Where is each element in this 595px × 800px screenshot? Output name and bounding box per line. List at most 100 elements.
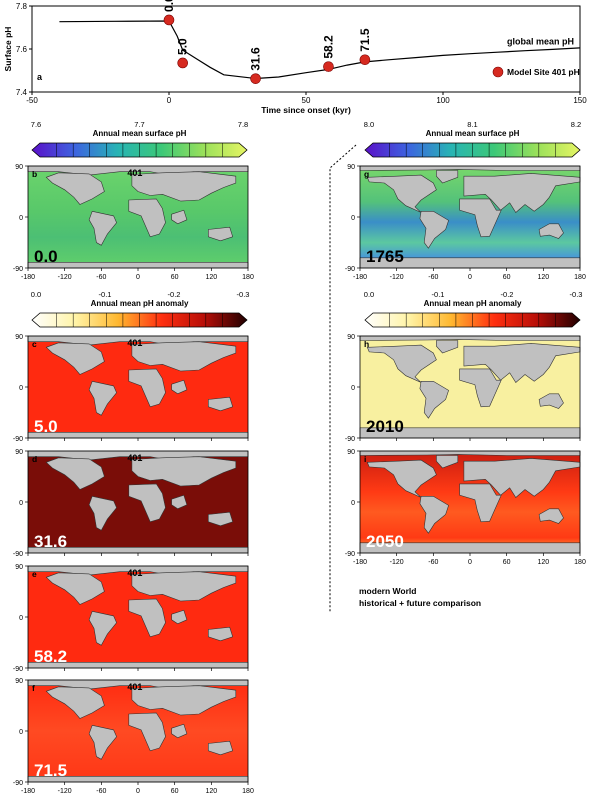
site-401-point bbox=[359, 54, 371, 66]
map-x-tick-label: 180 bbox=[574, 274, 586, 281]
site-401-point bbox=[250, 73, 261, 84]
panel-letter-f: f bbox=[32, 683, 35, 693]
map-y-tick-label: 90 bbox=[15, 164, 23, 171]
map-y-tick-label: 90 bbox=[15, 564, 23, 571]
map-x-tick-label: -180 bbox=[21, 274, 35, 281]
colorbar-tick-label: 7.7 bbox=[134, 120, 144, 129]
map-x-tick-label: 120 bbox=[205, 274, 217, 281]
map-y-tick-label: 90 bbox=[347, 164, 355, 171]
site-401-point bbox=[177, 57, 188, 69]
map-y-tick-label: 0 bbox=[19, 500, 23, 507]
map-y-tick-label: 90 bbox=[15, 678, 23, 685]
panel-letter-g: g bbox=[364, 169, 369, 179]
map-panel-d: d 401 31.6 90 0 -90 bbox=[13, 449, 249, 558]
site-401-label: 401 bbox=[127, 453, 142, 463]
land-mass bbox=[366, 459, 437, 498]
land-mass bbox=[131, 456, 237, 487]
map-x-tick-label: -120 bbox=[390, 559, 404, 566]
map-x-tick-label: 180 bbox=[242, 274, 254, 281]
land-mass bbox=[419, 495, 449, 534]
land-mass bbox=[131, 571, 237, 602]
land-mass bbox=[128, 483, 166, 523]
modern-caption-line1: modern World bbox=[359, 586, 416, 596]
colorbar-tick-label: 0.0 bbox=[364, 290, 374, 299]
site-401-label: 401 bbox=[127, 568, 142, 578]
panel-letter-c: c bbox=[32, 339, 37, 349]
land-mass bbox=[45, 686, 105, 719]
colorbar-tick-label: -0.1 bbox=[432, 290, 445, 299]
map-x-tick-label: 60 bbox=[171, 274, 179, 281]
y-axis-label: Surface pH bbox=[3, 27, 13, 72]
land-mass bbox=[419, 211, 449, 249]
land-mass bbox=[436, 170, 459, 184]
land-mass bbox=[463, 343, 581, 383]
map-x-tick-label: -180 bbox=[353, 274, 367, 281]
x-axis-label: Time since onset (kyr) bbox=[261, 105, 351, 115]
map-y-tick-label: 90 bbox=[347, 449, 355, 456]
land-mass bbox=[208, 626, 234, 642]
point-label: 31.6 bbox=[249, 47, 263, 71]
map-y-tick-label: -90 bbox=[345, 266, 355, 273]
land-mass bbox=[131, 171, 237, 202]
land-mass bbox=[538, 393, 564, 409]
time-label: 2050 bbox=[366, 532, 404, 551]
plot-frame bbox=[31, 5, 581, 93]
land-mass bbox=[45, 572, 105, 605]
land-mass bbox=[208, 396, 234, 412]
land-mass bbox=[359, 450, 581, 456]
panel-letter-a: a bbox=[37, 72, 43, 82]
colorbar-title: Annual mean surface pH bbox=[426, 129, 520, 138]
timeseries-axes: -50 0 50 100 150 7.4 7.6 7.8 Time since onset (k… bbox=[3, 2, 587, 115]
colorbar-tick-label: 8.2 bbox=[571, 120, 581, 129]
time-label: 5.0 bbox=[34, 417, 58, 436]
x-tick-label: 50 bbox=[302, 96, 311, 105]
land-mass bbox=[436, 340, 459, 354]
panel-letter-h: h bbox=[364, 339, 369, 349]
map-x-tick-label: -60 bbox=[96, 788, 106, 795]
site-401-point bbox=[163, 14, 175, 26]
colorbar-tick-label: 7.8 bbox=[238, 120, 248, 129]
land-mass bbox=[171, 209, 188, 225]
map-panel-c: c 401 5.0 90 0 -90 bbox=[13, 334, 249, 443]
map-y-tick-label: -90 bbox=[345, 436, 355, 443]
map-panel-b: b 401 0.0 90 0 -90-180 -120 -60 0 60 120 180 bbox=[13, 164, 254, 281]
land-mass bbox=[538, 223, 564, 239]
colorbar-tick-label: -0.2 bbox=[168, 290, 181, 299]
map-x-tick-label: 60 bbox=[171, 788, 179, 795]
land-mass bbox=[27, 431, 249, 439]
land-mass bbox=[419, 380, 449, 419]
colorbar-title: Annual mean surface pH bbox=[93, 129, 187, 138]
land-mass bbox=[359, 165, 581, 171]
map-x-tick-label: 0 bbox=[468, 559, 472, 566]
time-label: 71.5 bbox=[34, 761, 67, 780]
land-mass bbox=[88, 495, 117, 531]
panel-letter-b: b bbox=[32, 169, 37, 179]
map-x-tick-label: 180 bbox=[574, 559, 586, 566]
map-y-tick-label: 90 bbox=[347, 334, 355, 341]
map-x-tick-label: 120 bbox=[205, 788, 217, 795]
map-x-tick-label: -60 bbox=[428, 559, 438, 566]
map-x-tick-label: -120 bbox=[390, 274, 404, 281]
land-mass bbox=[45, 457, 105, 490]
legend-marker bbox=[492, 66, 504, 78]
point-label: 5.0 bbox=[176, 38, 190, 55]
site-401-label: 401 bbox=[127, 682, 142, 692]
map-y-tick-label: -90 bbox=[13, 780, 23, 787]
map-y-tick-label: 0 bbox=[19, 215, 23, 222]
map-y-tick-label: 0 bbox=[351, 215, 355, 222]
map-panel-g: g 1765 90 0 -90-180 -120 -60 0 60 120 180 bbox=[345, 164, 586, 281]
map-x-tick-label: 0 bbox=[136, 274, 140, 281]
map-x-tick-label: -180 bbox=[21, 788, 35, 795]
x-tick-label: 150 bbox=[573, 96, 587, 105]
site-401-point bbox=[323, 61, 334, 72]
time-label: 0.0 bbox=[34, 247, 58, 266]
colorbar-title: Annual mean pH anomaly bbox=[91, 299, 189, 308]
land-mass bbox=[88, 724, 117, 760]
map-y-tick-label: -90 bbox=[13, 266, 23, 273]
land-mass bbox=[131, 685, 237, 716]
panel-letter-d: d bbox=[32, 454, 37, 464]
land-mass bbox=[171, 609, 188, 625]
map-y-tick-label: 0 bbox=[19, 729, 23, 736]
y-tick-label: 7.6 bbox=[16, 45, 28, 54]
